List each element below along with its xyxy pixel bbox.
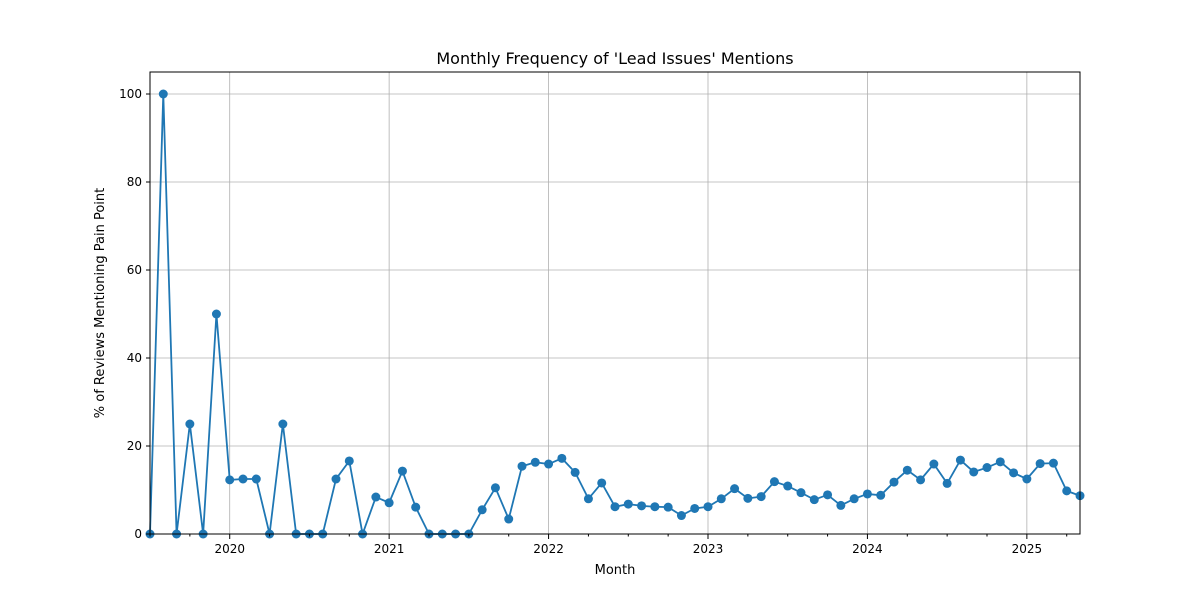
y-tick-label: 40	[127, 351, 142, 365]
data-point	[836, 500, 846, 510]
data-point	[557, 453, 567, 463]
data-point	[889, 477, 899, 487]
data-point	[716, 494, 726, 504]
data-point	[743, 493, 753, 503]
data-point	[676, 511, 686, 521]
data-point	[610, 502, 620, 512]
data-point	[730, 484, 740, 494]
y-tick-label: 80	[127, 175, 142, 189]
data-point	[384, 498, 394, 508]
y-tick-label: 100	[119, 87, 142, 101]
data-point	[876, 490, 886, 500]
data-point	[809, 495, 819, 505]
data-point	[703, 502, 713, 512]
x-tick-label: 2023	[693, 542, 724, 556]
data-point	[211, 309, 221, 319]
data-point	[397, 466, 407, 476]
data-point	[517, 461, 527, 471]
grid-layer	[150, 72, 1080, 535]
data-point	[570, 467, 580, 477]
data-point	[1048, 458, 1058, 468]
data-point	[995, 457, 1005, 467]
x-tick-label: 2021	[374, 542, 405, 556]
data-point	[796, 488, 806, 498]
data-point	[942, 478, 952, 488]
y-tick-label: 20	[127, 439, 142, 453]
data-point	[823, 490, 833, 500]
x-tick-label: 2022	[533, 542, 564, 556]
data-point	[650, 502, 660, 512]
data-point	[783, 481, 793, 491]
data-point	[663, 502, 673, 512]
data-point	[597, 478, 607, 488]
data-point	[1035, 459, 1045, 469]
data-point	[756, 492, 766, 502]
data-point	[278, 419, 288, 429]
data-point	[690, 503, 700, 513]
data-point	[955, 455, 965, 465]
x-tick-label: 2020	[214, 542, 245, 556]
y-axis-label: % of Reviews Mentioning Pain Point	[93, 188, 108, 419]
data-point	[1022, 474, 1032, 484]
data-point	[769, 477, 779, 487]
data-point	[158, 89, 168, 99]
series-layer	[145, 89, 1085, 539]
data-point	[862, 489, 872, 499]
data-point	[251, 474, 261, 484]
series-line	[149, 93, 1081, 538]
data-point	[185, 419, 195, 429]
data-point	[504, 514, 514, 524]
tick-layer: 0 20 40 60 80 100 2020 2021 2022 2023 2024 2025	[119, 87, 1068, 556]
data-point	[1062, 486, 1072, 496]
data-point	[1009, 468, 1019, 478]
y-tick-label: 60	[127, 263, 142, 277]
x-axis-label: Month	[595, 563, 636, 578]
data-point	[969, 467, 979, 477]
data-point	[371, 492, 381, 502]
data-point	[331, 474, 341, 484]
chart-title: Monthly Frequency of 'Lead Issues' Menti…	[436, 49, 793, 68]
data-point	[583, 494, 593, 504]
data-point	[916, 475, 926, 485]
data-point	[411, 502, 421, 512]
data-point	[902, 465, 912, 475]
plot-frame	[149, 71, 1081, 535]
data-point	[530, 457, 540, 467]
data-point	[477, 505, 487, 515]
data-point	[637, 501, 647, 511]
data-point	[344, 456, 354, 466]
data-point	[982, 463, 992, 473]
data-point	[623, 499, 633, 509]
y-tick-label: 0	[134, 527, 142, 541]
data-point	[225, 475, 235, 485]
data-point	[849, 494, 859, 504]
data-point	[929, 459, 939, 469]
x-tick-label: 2025	[1012, 542, 1043, 556]
data-point	[544, 459, 554, 469]
x-tick-label: 2024	[852, 542, 883, 556]
data-point	[490, 483, 500, 493]
data-point	[238, 474, 248, 484]
